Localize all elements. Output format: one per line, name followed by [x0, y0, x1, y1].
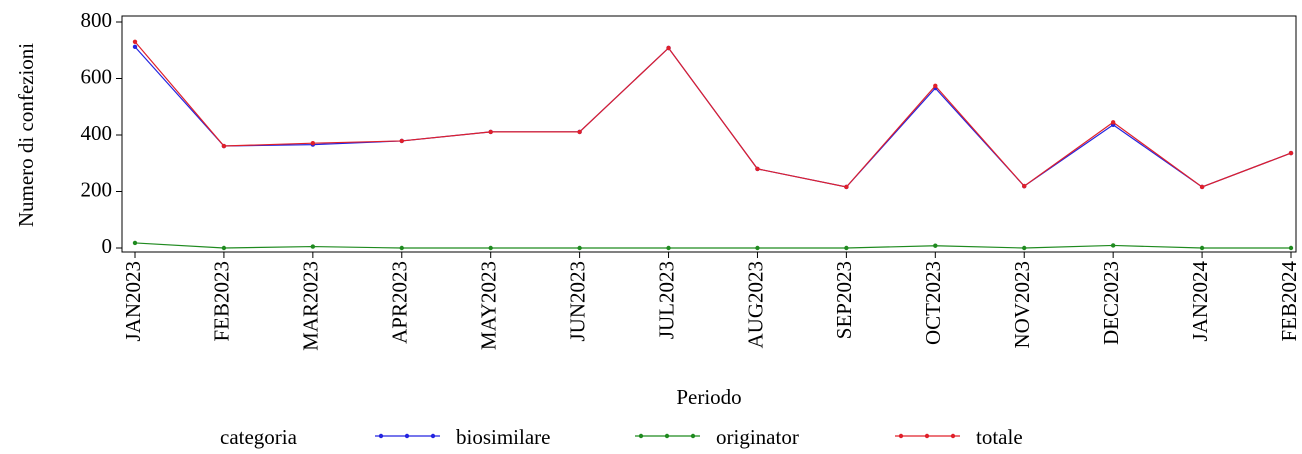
data-point: [1199, 184, 1205, 190]
plot-frame: [121, 15, 1297, 253]
data-point: [844, 245, 849, 251]
data-point: [1022, 245, 1027, 251]
x-tick-label: NOV2023: [1010, 261, 1034, 349]
data-point: [221, 245, 227, 251]
x-tick-label: MAR2023: [299, 261, 323, 351]
data-point: [221, 143, 227, 149]
legend-label: biosimilare: [456, 425, 550, 449]
data-point: [844, 184, 849, 190]
x-axis-title: Periodo: [676, 385, 741, 409]
data-point: [310, 244, 316, 249]
data-point: [1022, 183, 1027, 189]
data-point: [132, 39, 138, 44]
data-point: [577, 129, 582, 135]
legend-dot: [664, 433, 670, 439]
data-point: [399, 138, 404, 144]
data-point: [666, 245, 671, 251]
x-tick-label: JAN2023: [121, 261, 145, 342]
series-line: [134, 46, 1292, 188]
x-tick-label: OCT2023: [921, 261, 945, 345]
y-tick-label: 200: [81, 177, 113, 201]
data-point: [755, 166, 760, 172]
series-line: [134, 242, 1291, 249]
data-point: [577, 245, 582, 251]
data-point: [933, 83, 938, 89]
y-tick-label: 400: [81, 121, 113, 145]
data-point: [1288, 245, 1294, 251]
legend-dot: [404, 433, 410, 439]
data-point: [132, 240, 138, 246]
legend-dot: [898, 433, 904, 439]
data-point: [666, 45, 671, 51]
x-tick-label: SEP2023: [832, 261, 856, 339]
legend-dot: [430, 433, 436, 439]
data-point: [399, 245, 404, 251]
data-point: [1110, 243, 1116, 248]
data-point: [755, 245, 760, 251]
series-line: [134, 41, 1292, 188]
x-tick-label: JAN2024: [1188, 261, 1212, 342]
data-point: [488, 129, 493, 135]
legend-dot: [690, 433, 696, 439]
x-tick-label: AUG2023: [743, 261, 767, 349]
y-tick-label: 600: [81, 64, 113, 88]
data-point: [1288, 150, 1294, 156]
data-point: [132, 44, 138, 50]
legend-title: categoria: [220, 425, 298, 449]
legend-dot: [638, 433, 644, 439]
data-point: [1199, 245, 1205, 251]
x-tick-label: JUN2023: [565, 261, 589, 342]
x-tick-label: FEB2024: [1277, 261, 1301, 342]
x-tick-label: JUL2023: [654, 261, 678, 339]
data-point: [1110, 120, 1116, 125]
legend-label: totale: [976, 425, 1023, 449]
legend-dot: [924, 433, 930, 439]
x-tick-label: MAY2023: [477, 261, 501, 350]
legend-label: originator: [716, 425, 799, 449]
legend-dot: [378, 433, 384, 439]
x-tick-label: FEB2023: [210, 261, 234, 342]
y-tick-label: 800: [81, 8, 113, 32]
legend-dot: [950, 433, 956, 439]
data-point: [933, 243, 938, 248]
data-point: [488, 245, 493, 251]
x-tick-label: APR2023: [388, 261, 412, 344]
y-tick-label: 0: [102, 234, 113, 258]
data-point: [310, 140, 316, 146]
x-tick-label: DEC2023: [1099, 261, 1123, 345]
y-axis-title: Numero di confezioni: [14, 43, 38, 227]
